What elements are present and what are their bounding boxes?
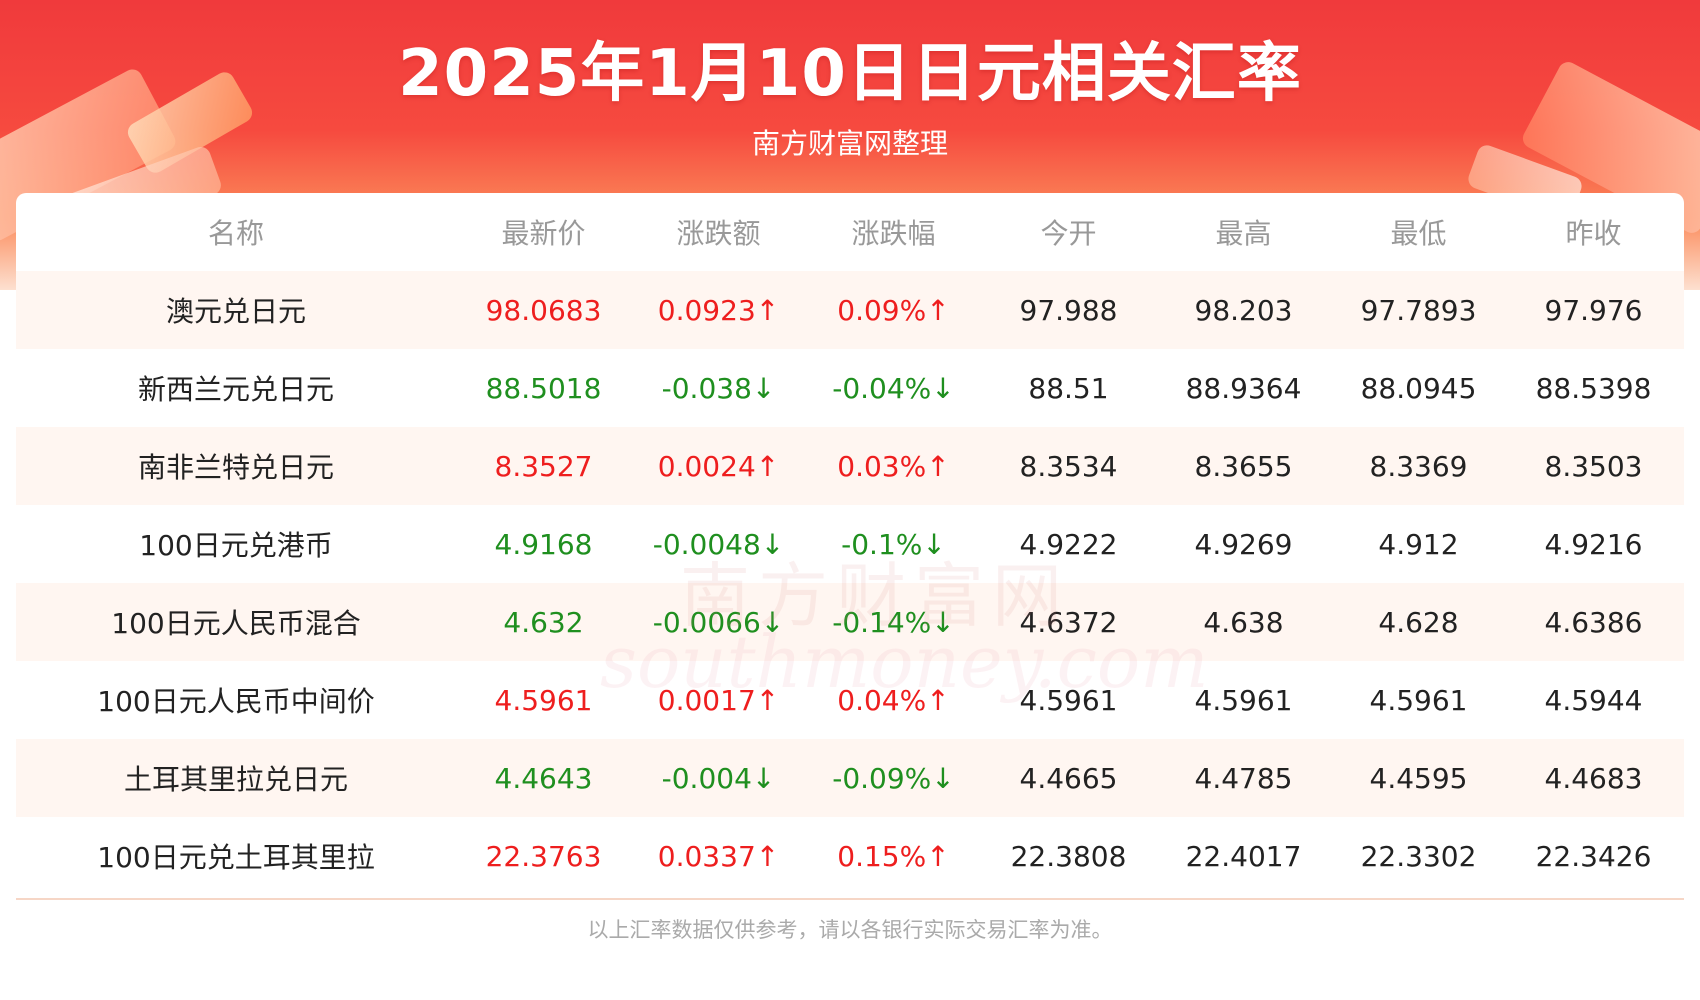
prev-close: 4.4683 xyxy=(1544,761,1643,795)
table-row: 南非兰特兑日元 8.3527 0.0024↑ 0.03%↑ 8.3534 8.3… xyxy=(16,427,1684,505)
change-amount: -0.038↓ xyxy=(661,371,776,405)
high-price: 8.3655 xyxy=(1194,449,1293,483)
column-header-high: 最高 xyxy=(1215,217,1272,250)
low-price: 4.4595 xyxy=(1369,761,1468,795)
open-price: 8.3534 xyxy=(1019,449,1118,483)
high-price: 4.9269 xyxy=(1194,527,1293,561)
prev-close: 4.9216 xyxy=(1544,527,1643,561)
latest-price: 4.4643 xyxy=(494,761,593,795)
latest-price: 4.5961 xyxy=(494,683,593,717)
change-percent: -0.1%↓ xyxy=(841,527,946,561)
prev-close: 97.976 xyxy=(1544,293,1643,327)
latest-price: 4.632 xyxy=(503,605,584,639)
change-amount: 0.0024↑ xyxy=(657,449,780,483)
low-price: 22.3302 xyxy=(1360,839,1477,873)
pair-name: 南非兰特兑日元 xyxy=(137,451,334,484)
rates-table: 名称 最新价 涨跌额 涨跌幅 今开 最高 最低 昨收 澳元兑日元 98.0683… xyxy=(16,193,1684,900)
column-header-low: 最低 xyxy=(1390,217,1447,250)
change-amount: -0.0066↓ xyxy=(652,605,785,639)
high-price: 22.4017 xyxy=(1185,839,1302,873)
latest-price: 98.0683 xyxy=(485,293,602,327)
column-header-change-pct: 涨跌幅 xyxy=(851,217,936,250)
table-row: 土耳其里拉兑日元 4.4643 -0.004↓ -0.09%↓ 4.4665 4… xyxy=(16,739,1684,817)
page-title: 2025年1月10日日元相关汇率 xyxy=(398,37,1302,111)
change-amount: 0.0337↑ xyxy=(657,839,780,873)
change-percent: 0.03%↑ xyxy=(837,449,950,483)
change-percent: 0.04%↑ xyxy=(837,683,950,717)
column-header-change: 涨跌额 xyxy=(676,217,761,250)
change-percent: -0.04%↓ xyxy=(832,371,955,405)
prev-close: 22.3426 xyxy=(1535,839,1652,873)
high-price: 88.9364 xyxy=(1185,371,1302,405)
column-header-open: 今开 xyxy=(1040,217,1097,250)
latest-price: 22.3763 xyxy=(485,839,602,873)
column-header-latest: 最新价 xyxy=(501,217,586,250)
table-row: 新西兰元兑日元 88.5018 -0.038↓ -0.04%↓ 88.51 88… xyxy=(16,349,1684,427)
change-percent: -0.14%↓ xyxy=(832,605,955,639)
latest-price: 8.3527 xyxy=(494,449,593,483)
open-price: 22.3808 xyxy=(1010,839,1127,873)
open-price: 4.9222 xyxy=(1019,527,1118,561)
change-amount: 0.0017↑ xyxy=(657,683,780,717)
change-amount: 0.0923↑ xyxy=(657,293,780,327)
footer-note: 以上汇率数据仅供参考，请以各银行实际交易汇率为准。 xyxy=(587,918,1113,942)
pair-name: 100日元兑土耳其里拉 xyxy=(97,841,375,874)
table-row: 100日元人民币中间价 4.5961 0.0017↑ 0.04%↑ 4.5961… xyxy=(16,661,1684,739)
page-subtitle: 南方财富网整理 xyxy=(751,127,948,160)
prev-close: 88.5398 xyxy=(1535,371,1652,405)
high-price: 4.5961 xyxy=(1194,683,1293,717)
pair-name: 100日元人民币混合 xyxy=(111,607,361,640)
pair-name: 澳元兑日元 xyxy=(165,295,306,328)
prev-close: 8.3503 xyxy=(1544,449,1643,483)
table-row: 澳元兑日元 98.0683 0.0923↑ 0.09%↑ 97.988 98.2… xyxy=(16,271,1684,349)
pair-name: 100日元人民币中间价 xyxy=(97,685,375,718)
latest-price: 88.5018 xyxy=(485,371,602,405)
open-price: 88.51 xyxy=(1028,371,1109,405)
change-amount: -0.0048↓ xyxy=(652,527,785,561)
table-header-row: 名称 最新价 涨跌额 涨跌幅 今开 最高 最低 昨收 xyxy=(16,193,1684,271)
low-price: 88.0945 xyxy=(1360,371,1477,405)
change-amount: -0.004↓ xyxy=(661,761,776,795)
prev-close: 4.5944 xyxy=(1544,683,1643,717)
prev-close: 4.6386 xyxy=(1544,605,1643,639)
pair-name: 新西兰元兑日元 xyxy=(137,373,334,406)
high-price: 4.638 xyxy=(1203,605,1284,639)
pair-name: 土耳其里拉兑日元 xyxy=(123,763,348,796)
change-percent: 0.09%↑ xyxy=(837,293,950,327)
low-price: 4.5961 xyxy=(1369,683,1468,717)
low-price: 97.7893 xyxy=(1360,293,1477,327)
low-price: 4.912 xyxy=(1378,527,1459,561)
pair-name: 100日元兑港币 xyxy=(139,529,333,562)
open-price: 4.6372 xyxy=(1019,605,1118,639)
open-price: 97.988 xyxy=(1019,293,1118,327)
change-percent: 0.15%↑ xyxy=(837,839,950,873)
high-price: 98.203 xyxy=(1194,293,1293,327)
change-percent: -0.09%↓ xyxy=(832,761,955,795)
low-price: 8.3369 xyxy=(1369,449,1468,483)
column-header-prev-close: 昨收 xyxy=(1565,217,1622,250)
low-price: 4.628 xyxy=(1378,605,1459,639)
column-header-name: 名称 xyxy=(207,217,264,250)
table-row: 100日元兑港币 4.9168 -0.0048↓ -0.1%↓ 4.9222 4… xyxy=(16,505,1684,583)
open-price: 4.5961 xyxy=(1019,683,1118,717)
high-price: 4.4785 xyxy=(1194,761,1293,795)
open-price: 4.4665 xyxy=(1019,761,1118,795)
latest-price: 4.9168 xyxy=(494,527,593,561)
table-row: 100日元人民币混合 4.632 -0.0066↓ -0.14%↓ 4.6372… xyxy=(16,583,1684,661)
table-row: 100日元兑土耳其里拉 22.3763 0.0337↑ 0.15%↑ 22.38… xyxy=(16,817,1684,895)
